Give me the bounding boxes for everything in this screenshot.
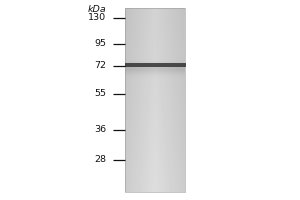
Text: kDa: kDa: [88, 5, 106, 14]
Text: 28: 28: [94, 156, 106, 164]
Text: 36: 36: [94, 126, 106, 134]
Text: 55: 55: [94, 90, 106, 98]
Text: 72: 72: [94, 62, 106, 71]
Bar: [124, 63, 186, 67]
Text: 95: 95: [94, 40, 106, 48]
Text: 130: 130: [88, 14, 106, 22]
